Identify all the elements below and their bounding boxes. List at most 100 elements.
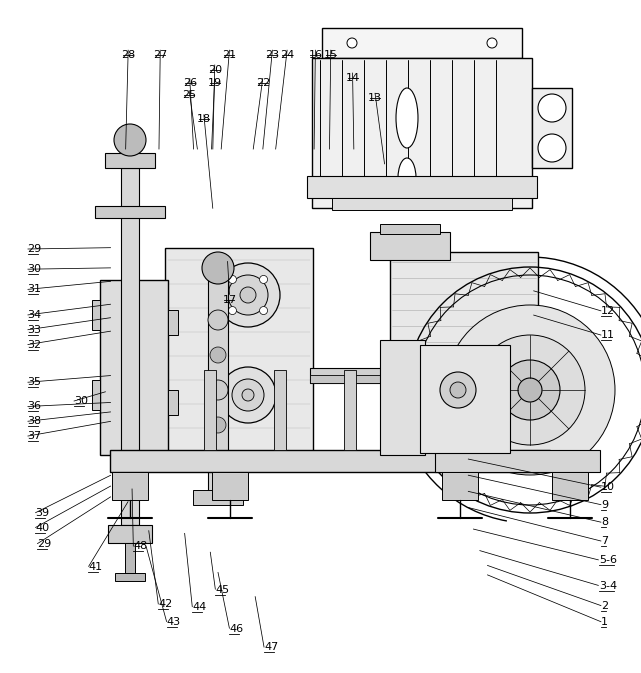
Text: 29: 29 <box>28 244 42 254</box>
Text: 14: 14 <box>345 73 360 83</box>
Bar <box>92 300 100 330</box>
Text: 21: 21 <box>222 50 237 60</box>
Bar <box>121 168 139 525</box>
Circle shape <box>208 380 228 400</box>
Bar <box>125 543 135 573</box>
Bar <box>552 472 588 500</box>
Text: 5-6: 5-6 <box>599 555 617 565</box>
Circle shape <box>232 379 264 411</box>
Bar <box>193 490 243 505</box>
Bar <box>92 380 100 410</box>
Bar <box>100 280 168 455</box>
Circle shape <box>114 124 146 156</box>
Bar <box>388 355 406 400</box>
Bar <box>322 28 522 58</box>
Text: 3-4: 3-4 <box>599 581 617 590</box>
Circle shape <box>475 335 585 445</box>
Circle shape <box>445 305 615 475</box>
Bar <box>108 525 152 543</box>
Text: 33: 33 <box>28 325 42 334</box>
Bar <box>312 58 532 208</box>
Text: 8: 8 <box>601 518 608 527</box>
Bar <box>380 340 425 455</box>
Text: 10: 10 <box>601 483 615 492</box>
Text: 20: 20 <box>208 65 222 75</box>
Circle shape <box>347 38 357 48</box>
Polygon shape <box>455 370 510 410</box>
Circle shape <box>260 307 267 314</box>
Circle shape <box>450 382 466 398</box>
Text: 37: 37 <box>28 431 42 441</box>
Text: 39: 39 <box>35 508 49 518</box>
Circle shape <box>228 275 237 283</box>
Ellipse shape <box>398 158 416 198</box>
Bar <box>274 370 286 450</box>
Bar <box>420 345 510 453</box>
Text: 11: 11 <box>601 330 615 340</box>
Text: 23: 23 <box>265 50 279 60</box>
Text: 26: 26 <box>183 78 197 88</box>
Bar <box>112 472 148 500</box>
Circle shape <box>487 38 497 48</box>
Bar <box>168 310 178 335</box>
Bar <box>204 370 216 450</box>
Circle shape <box>216 263 280 327</box>
Text: 25: 25 <box>182 90 196 100</box>
Circle shape <box>208 310 228 330</box>
Circle shape <box>538 94 566 122</box>
Bar <box>532 88 572 168</box>
Bar <box>332 198 512 210</box>
Text: 43: 43 <box>167 617 181 627</box>
Text: 44: 44 <box>192 602 206 612</box>
Circle shape <box>538 134 566 162</box>
Circle shape <box>260 275 267 283</box>
Circle shape <box>240 287 256 303</box>
Text: 42: 42 <box>158 600 172 609</box>
Text: 46: 46 <box>229 624 244 633</box>
Circle shape <box>440 372 476 408</box>
Circle shape <box>202 252 234 284</box>
Bar <box>390 252 538 370</box>
Text: 17: 17 <box>222 295 237 305</box>
Bar <box>95 206 165 218</box>
Text: 22: 22 <box>256 78 270 88</box>
Text: 13: 13 <box>368 93 382 103</box>
Text: 34: 34 <box>28 310 42 320</box>
Bar <box>110 450 550 472</box>
Circle shape <box>518 378 542 402</box>
Text: 48: 48 <box>133 542 147 551</box>
Text: 27: 27 <box>153 50 167 60</box>
Text: 41: 41 <box>88 562 103 571</box>
Text: 19: 19 <box>208 78 222 88</box>
Bar <box>115 573 145 581</box>
Text: 2: 2 <box>601 601 608 610</box>
Text: 18: 18 <box>197 114 211 125</box>
Text: 36: 36 <box>28 402 42 411</box>
Text: 30: 30 <box>74 396 88 406</box>
Text: 9: 9 <box>601 500 608 509</box>
Circle shape <box>383 363 411 391</box>
Circle shape <box>228 275 268 315</box>
Bar <box>307 176 537 198</box>
Text: 1: 1 <box>601 617 608 627</box>
Text: 16: 16 <box>308 50 322 60</box>
Text: 40: 40 <box>35 523 49 532</box>
Circle shape <box>500 360 560 420</box>
Circle shape <box>242 389 254 401</box>
Bar <box>105 153 155 168</box>
Text: 7: 7 <box>601 536 608 546</box>
Text: 38: 38 <box>28 417 42 426</box>
Text: 29: 29 <box>37 539 51 548</box>
Bar <box>344 370 356 450</box>
Text: 35: 35 <box>28 378 42 387</box>
Bar <box>310 368 392 383</box>
Bar <box>435 450 600 472</box>
Text: 24: 24 <box>280 50 294 60</box>
Ellipse shape <box>396 88 418 148</box>
Bar <box>442 472 478 500</box>
Text: 12: 12 <box>601 306 615 316</box>
Text: 15: 15 <box>324 50 338 60</box>
Circle shape <box>228 307 237 314</box>
Bar <box>212 472 248 500</box>
Circle shape <box>220 367 276 423</box>
